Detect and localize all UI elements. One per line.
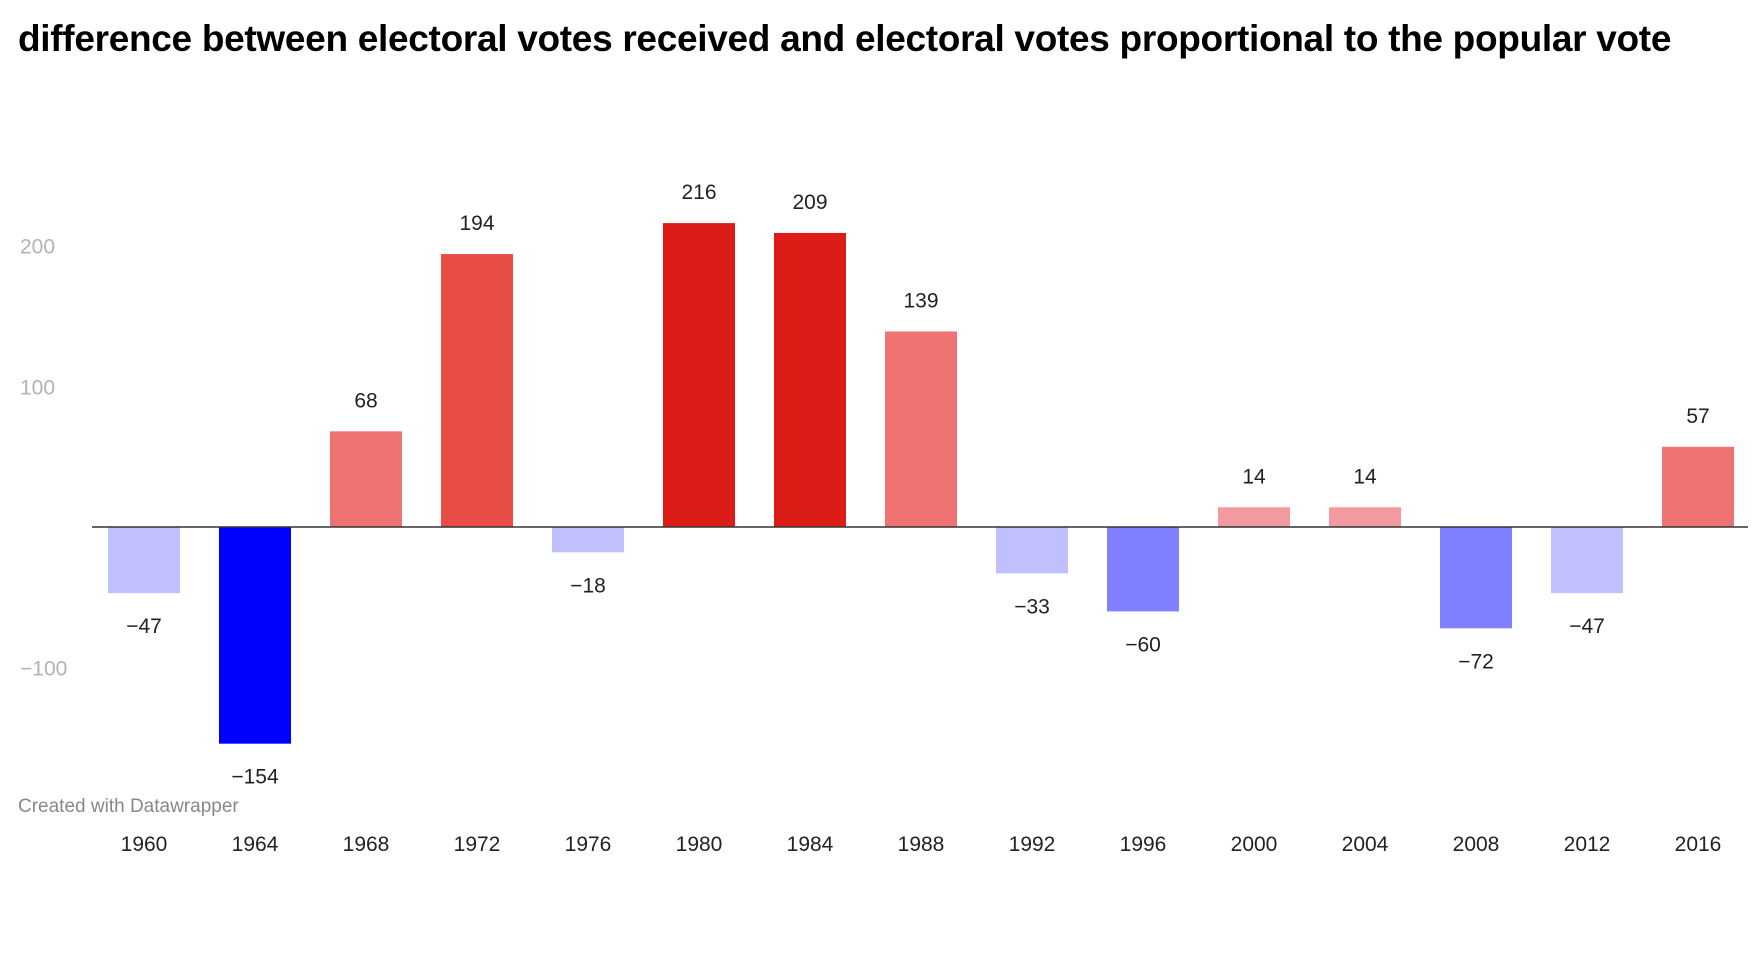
bar-2012: [1551, 527, 1623, 594]
bar-2000: [1218, 507, 1290, 527]
x-axis: 1960 1964 1968 1972 1976 1980 1984 1988 1992 1996…: [121, 833, 1722, 856]
x-tick-label-1996: 1996: [1120, 833, 1167, 856]
x-tick-label-2012: 2012: [1564, 833, 1611, 856]
x-tick-label-1972: 1972: [454, 833, 501, 856]
data-label-1976: −18: [570, 574, 606, 597]
x-tick-label-2008: 2008: [1453, 833, 1500, 856]
x-tick-label-2000: 2000: [1231, 833, 1278, 856]
data-label-1964: −154: [231, 766, 279, 789]
bar-1984: [774, 232, 846, 527]
data-label-1960: −47: [126, 615, 162, 638]
data-label-2008: −72: [1458, 650, 1494, 673]
bar-1980: [663, 223, 735, 527]
bar-1972: [441, 254, 513, 528]
x-tick-label-1968: 1968: [343, 833, 390, 856]
x-tick-label-1988: 1988: [898, 833, 945, 856]
x-tick-label-1980: 1980: [676, 833, 723, 856]
x-tick-label-2016: 2016: [1675, 833, 1722, 856]
data-label-1996: −60: [1125, 633, 1161, 656]
bar-1988: [885, 331, 957, 527]
bar-1976: [552, 527, 624, 553]
data-label-1972: 194: [459, 212, 494, 235]
data-label-2000: 14: [1242, 465, 1266, 488]
bar-2004: [1329, 507, 1401, 527]
data-label-1980: 216: [681, 181, 716, 204]
data-label-1988: 139: [903, 289, 938, 312]
data-label-1984: 209: [792, 191, 827, 214]
x-tick-label-1964: 1964: [232, 833, 279, 856]
data-label-1968: 68: [354, 389, 377, 412]
data-label-1992: −33: [1014, 595, 1050, 618]
y-tick-label: 100: [20, 376, 55, 399]
value-labels: −47 −154 68 194 −18 216 209 139 −33 −60 14 14 −72 −47…: [126, 181, 1709, 789]
chart-title: difference between electoral votes recei…: [18, 18, 1672, 59]
x-tick-label-1984: 1984: [787, 833, 834, 856]
data-label-2012: −47: [1569, 615, 1605, 638]
bar-1992: [996, 527, 1068, 574]
bar-1996: [1107, 527, 1179, 612]
bar-2008: [1440, 527, 1512, 629]
x-tick-label-2004: 2004: [1342, 833, 1389, 856]
footer-credit: Created with Datawrapper: [18, 796, 239, 817]
bar-2016: [1662, 446, 1734, 527]
y-axis: −100 100 200: [20, 236, 67, 681]
bars: [108, 223, 1734, 744]
bar-1964: [219, 527, 291, 744]
bar-1960: [108, 527, 180, 594]
x-tick-label-1976: 1976: [565, 833, 612, 856]
data-label-2016: 57: [1686, 405, 1709, 428]
x-tick-label-1992: 1992: [1009, 833, 1056, 856]
y-tick-label: 200: [20, 236, 55, 259]
x-tick-label-1960: 1960: [121, 833, 168, 856]
bar-1968: [330, 431, 402, 527]
data-label-2004: 14: [1353, 465, 1377, 488]
y-tick-label: −100: [20, 658, 67, 681]
